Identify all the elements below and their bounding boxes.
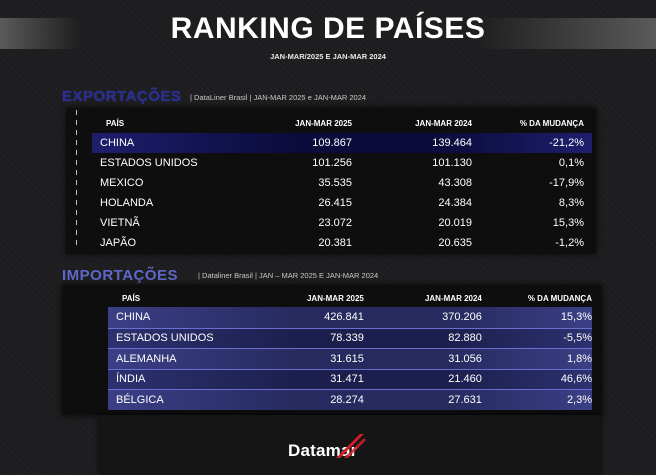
exports-table-header: PAÍS JAN-MAR 2025 JAN-MAR 2024 % DA MUDA… xyxy=(92,114,592,133)
cell-2024: 21.460 xyxy=(448,373,482,386)
cell-2025: 35.535 xyxy=(318,177,352,189)
cell-2025: 78.339 xyxy=(330,332,364,345)
cell-change: 46,6% xyxy=(560,373,593,386)
table-row: ESTADOS UNIDOS 78.339 82.880 -5,5% xyxy=(108,327,593,348)
cell-country: ALEMANHA xyxy=(116,352,177,365)
page-title: RANKING DE PAÍSES xyxy=(170,12,486,45)
table-row: BÉLGICA 28.274 27.631 2,3% xyxy=(108,389,592,410)
exports-panel xyxy=(66,108,596,254)
column-header-2025: JAN-MAR 2025 xyxy=(306,293,364,303)
cell-country: JAPÃO xyxy=(100,237,137,249)
cell-change: 15,3% xyxy=(560,311,593,324)
exports-section-note: | DataLiner Brasil | JAN-MAR 2025 e JAN-… xyxy=(190,93,367,102)
cell-country: HOLANDA xyxy=(100,197,154,209)
table-row: ALEMANHA 31.615 31.056 1,8% xyxy=(108,348,592,369)
imports-section-note: | Dataliner Brasil | JAN – MAR 2025 E JA… xyxy=(198,271,379,280)
cell-change: 8,3% xyxy=(558,197,584,209)
cell-country: CHINA xyxy=(100,137,135,149)
table-row: CHINA 109.867 139.464 -21,2% xyxy=(92,133,592,153)
column-header-2025: JAN-MAR 2025 xyxy=(295,119,352,128)
cell-country: VIETNÃ xyxy=(100,217,140,229)
cell-2024: 101.130 xyxy=(432,157,472,169)
cell-2025: 23.072 xyxy=(318,217,352,229)
cell-2024: 82.880 xyxy=(448,332,482,345)
cell-2024: 31.056 xyxy=(448,352,482,365)
cell-2024: 43.308 xyxy=(438,177,472,189)
cell-country: ESTADOS UNIDOS xyxy=(100,157,198,169)
page-subtitle: JAN-MAR/2025 E JAN-MAR 2024 xyxy=(270,52,386,61)
cell-2024: 24.384 xyxy=(438,197,472,209)
slash-mark-icon xyxy=(336,434,366,458)
header-stripe-left xyxy=(0,18,80,49)
cell-country: BÉLGICA xyxy=(116,393,164,406)
cell-2024: 27.631 xyxy=(448,393,482,406)
cell-change: 15,3% xyxy=(552,217,584,229)
table-row: CHINA 426.841 370.206 15,3% xyxy=(108,307,592,328)
column-header-country: PAÍS xyxy=(122,293,141,303)
table-row: ESTADOS UNIDOS 101.256 101.130 0,1% xyxy=(92,153,592,173)
column-header-2024: JAN-MAR 2024 xyxy=(415,119,472,128)
cell-2025: 26.415 xyxy=(318,197,352,209)
column-header-2024: JAN-MAR 2024 xyxy=(424,293,482,303)
cell-change: -17,9% xyxy=(549,177,584,189)
cell-change: -1,2% xyxy=(555,237,584,249)
imports-table-header: PAÍS JAN-MAR 2025 JAN-MAR 2024 % DA MUDA… xyxy=(108,289,592,307)
table-row: VIETNÃ 23.072 20.019 15,3% xyxy=(92,213,592,233)
cell-country: MEXICO xyxy=(100,177,144,189)
header-stripe-right xyxy=(476,18,656,49)
cell-change: 0,1% xyxy=(558,157,584,169)
table-row: ÍNDIA 31.471 21.460 46,6% xyxy=(108,368,593,389)
cell-2024: 20.635 xyxy=(438,237,472,249)
cell-country: ESTADOS UNIDOS xyxy=(116,332,214,345)
exports-table: PAÍS JAN-MAR 2025 JAN-MAR 2024 % DA MUDA… xyxy=(92,114,592,253)
cell-2025: 109.867 xyxy=(312,137,352,149)
imports-table: PAÍS JAN-MAR 2025 JAN-MAR 2024 % DA MUDA… xyxy=(108,289,592,410)
cell-2024: 20.019 xyxy=(438,217,472,229)
exports-section-title: EXPORTAÇÕES xyxy=(62,88,182,105)
cell-change: 1,8% xyxy=(566,352,593,365)
column-header-change: % DA MUDANÇA xyxy=(519,119,584,128)
table-row: JAPÃO 20.381 20.635 -1,2% xyxy=(92,233,592,253)
cell-2025: 31.471 xyxy=(330,373,364,386)
cell-2025: 28.274 xyxy=(330,393,364,406)
cell-2025: 101.256 xyxy=(312,157,352,169)
cell-2025: 426.841 xyxy=(324,311,364,324)
column-header-change: % DA MUDANÇA xyxy=(527,293,592,303)
cell-2024: 139.464 xyxy=(432,137,472,149)
cell-2025: 20.381 xyxy=(318,237,352,249)
cell-2024: 370.206 xyxy=(442,311,482,324)
cell-change: -21,2% xyxy=(549,137,584,149)
cell-country: CHINA xyxy=(116,311,151,324)
column-header-country: PAÍS xyxy=(106,119,125,128)
cell-change: 2,3% xyxy=(566,393,593,406)
table-row: MEXICO 35.535 43.308 -17,9% xyxy=(92,173,592,193)
dashed-divider xyxy=(76,110,77,250)
cell-country: ÍNDIA xyxy=(116,373,146,386)
cell-change: -5,5% xyxy=(563,332,593,345)
cell-2025: 31.615 xyxy=(330,352,364,365)
table-row: HOLANDA 26.415 24.384 8,3% xyxy=(92,193,592,213)
imports-section-title: IMPORTAÇÕES xyxy=(62,267,179,284)
